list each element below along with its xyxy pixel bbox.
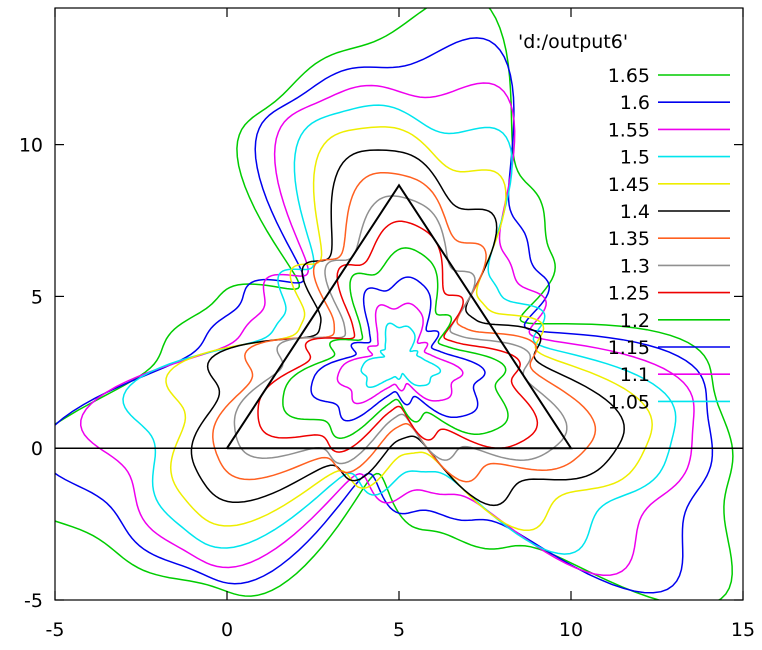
contour-lines: [55, 8, 734, 600]
contour-line-1.4: [190, 149, 625, 507]
y-tick-label: 10: [19, 135, 43, 157]
contour-line-1.55: [79, 82, 695, 576]
contour-line-1.45: [165, 126, 653, 532]
overlay-lines: [55, 183, 743, 450]
legend-label-1.15: 1.15: [608, 337, 650, 359]
y-tick-label: -5: [24, 590, 43, 612]
legend-label-1.35: 1.35: [608, 228, 650, 250]
legend-label-1.2: 1.2: [620, 310, 650, 332]
contour-line-1.2: [282, 247, 509, 439]
axes: -5 0 5 10 15 -5 0 5 10: [19, 7, 755, 641]
legend-label-1.05: 1.05: [608, 391, 650, 413]
x-tick-label: 5: [393, 619, 405, 641]
legend-label-1.25: 1.25: [608, 283, 650, 305]
contour-line-1.1: [336, 302, 464, 405]
legend-label-1.1: 1.1: [620, 364, 650, 386]
x-tick-label: 10: [559, 619, 583, 641]
contour-line-1.5: [122, 104, 677, 555]
contour-line-1.15: [310, 276, 486, 422]
contour-line-1.05: [360, 322, 442, 389]
legend-label-1.4: 1.4: [620, 201, 650, 223]
legend-label-1.45: 1.45: [608, 174, 650, 196]
contour-line-1.25: [257, 220, 539, 453]
contour-line-1.35: [212, 171, 597, 483]
x-tick-label: 15: [731, 619, 755, 641]
y-tick-label: 5: [31, 286, 43, 308]
legend-label-1.6: 1.6: [620, 92, 650, 114]
legend-label-1.65: 1.65: [608, 65, 650, 87]
legend-label-1.5: 1.5: [620, 147, 650, 169]
contour-line-1.3: [233, 195, 568, 465]
contour-line-1.65: [55, 8, 734, 600]
legend-label-1.55: 1.55: [608, 119, 650, 141]
legend-title: 'd:/output6': [518, 31, 628, 53]
y-tick-label: 0: [31, 438, 43, 460]
x-tick-label: -5: [46, 619, 65, 641]
x-tick-label: 0: [221, 619, 233, 641]
legend: 'd:/output6' 1.65 1.6 1.55 1.5 1.45 1.4 1.35 1.…: [518, 31, 730, 413]
legend-label-1.3: 1.3: [620, 255, 650, 277]
